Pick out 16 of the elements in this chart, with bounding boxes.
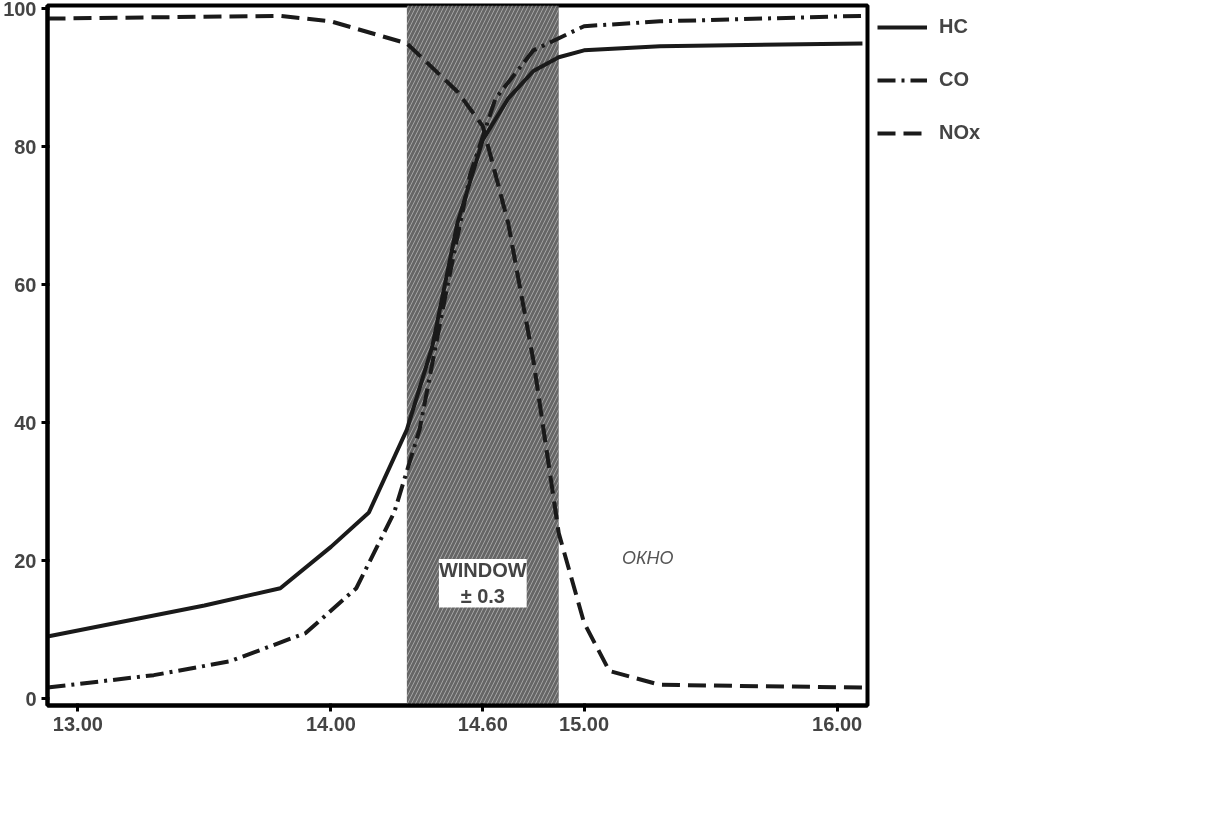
x-tick-label: 15.00 xyxy=(559,712,610,735)
legend-label: HC xyxy=(939,15,968,38)
y-tick-label: 80 xyxy=(14,135,37,158)
y-tick-label: 0 xyxy=(25,687,37,710)
legend-label: NOx xyxy=(939,121,981,144)
y-tick-label: 60 xyxy=(14,273,37,296)
x-tick-label: 16.00 xyxy=(812,712,863,735)
x-tick-label: 13.00 xyxy=(52,712,103,735)
x-tick-label: 14.00 xyxy=(305,712,356,735)
y-tick-label: 20 xyxy=(14,549,37,572)
legend-label: CO xyxy=(939,68,969,91)
y-tick-label: 100 xyxy=(3,0,37,20)
annotation: ОКНО xyxy=(622,547,674,568)
band-label: WINDOW ± 0.3 xyxy=(438,559,527,608)
y-tick-label: 40 xyxy=(14,411,37,434)
x-tick-label: 14.60 xyxy=(457,712,508,735)
